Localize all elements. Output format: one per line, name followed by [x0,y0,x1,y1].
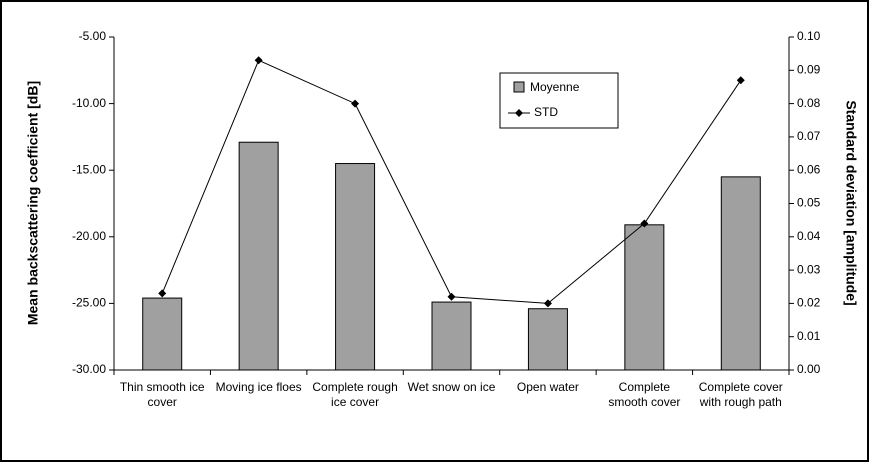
y2-tick-label: 0.07 [797,129,821,143]
y-tick-label: -25.00 [72,296,106,310]
bar [527,308,568,371]
legend-swatch [513,81,525,93]
y2-tick-label: 0.06 [797,162,821,176]
y2-tick-label: 0.01 [797,329,821,343]
std-marker [351,99,360,108]
legend-label: Moyenne [530,80,580,94]
y-tick-label: -10.00 [72,96,106,110]
y2-tick-label: 0.09 [797,62,821,76]
std-marker [543,299,552,308]
y2-tick-label: 0.02 [797,296,821,310]
y2-tick-label: 0.05 [797,196,821,210]
y2-tick-label: 0.08 [797,96,821,110]
y2-tick-label: 0.04 [797,229,821,243]
legend-label: STD [534,105,558,119]
y-tick-label: -20.00 [72,229,106,243]
y-tick-label: -15.00 [72,162,106,176]
y-axis-title: Mean backscattering coefficient [dB] [25,81,41,325]
std-marker [158,289,167,298]
std-marker [254,56,263,65]
bar [624,224,665,371]
x-tick-label: Complete cover with rough path [698,380,783,409]
bar [720,176,761,371]
bar [142,297,183,371]
y2-tick-label: 0.10 [797,29,821,43]
y-tick-label: -5.00 [79,29,107,43]
bar [431,301,472,371]
y2-tick-label: 0.03 [797,262,821,276]
x-tick-label: Thin smooth ice cover [119,380,205,409]
y-tick-label: -30.00 [72,362,106,376]
y2-axis-title: Standard deviation [amplitude] [843,100,859,305]
x-tick-label: Moving ice floes [215,380,302,394]
std-marker [736,76,745,85]
std-marker [640,219,649,228]
x-tick-label: Complete smooth cover [608,380,681,409]
x-tick-label: Complete rough ice cover [312,380,398,409]
x-tick-label: Open water [516,380,579,394]
y2-tick-label: 0.00 [797,362,821,376]
bar [238,141,279,371]
bar [335,163,376,371]
std-marker [447,292,456,301]
x-tick-label: Wet snow on ice [407,380,496,394]
legend-marker [515,109,523,117]
